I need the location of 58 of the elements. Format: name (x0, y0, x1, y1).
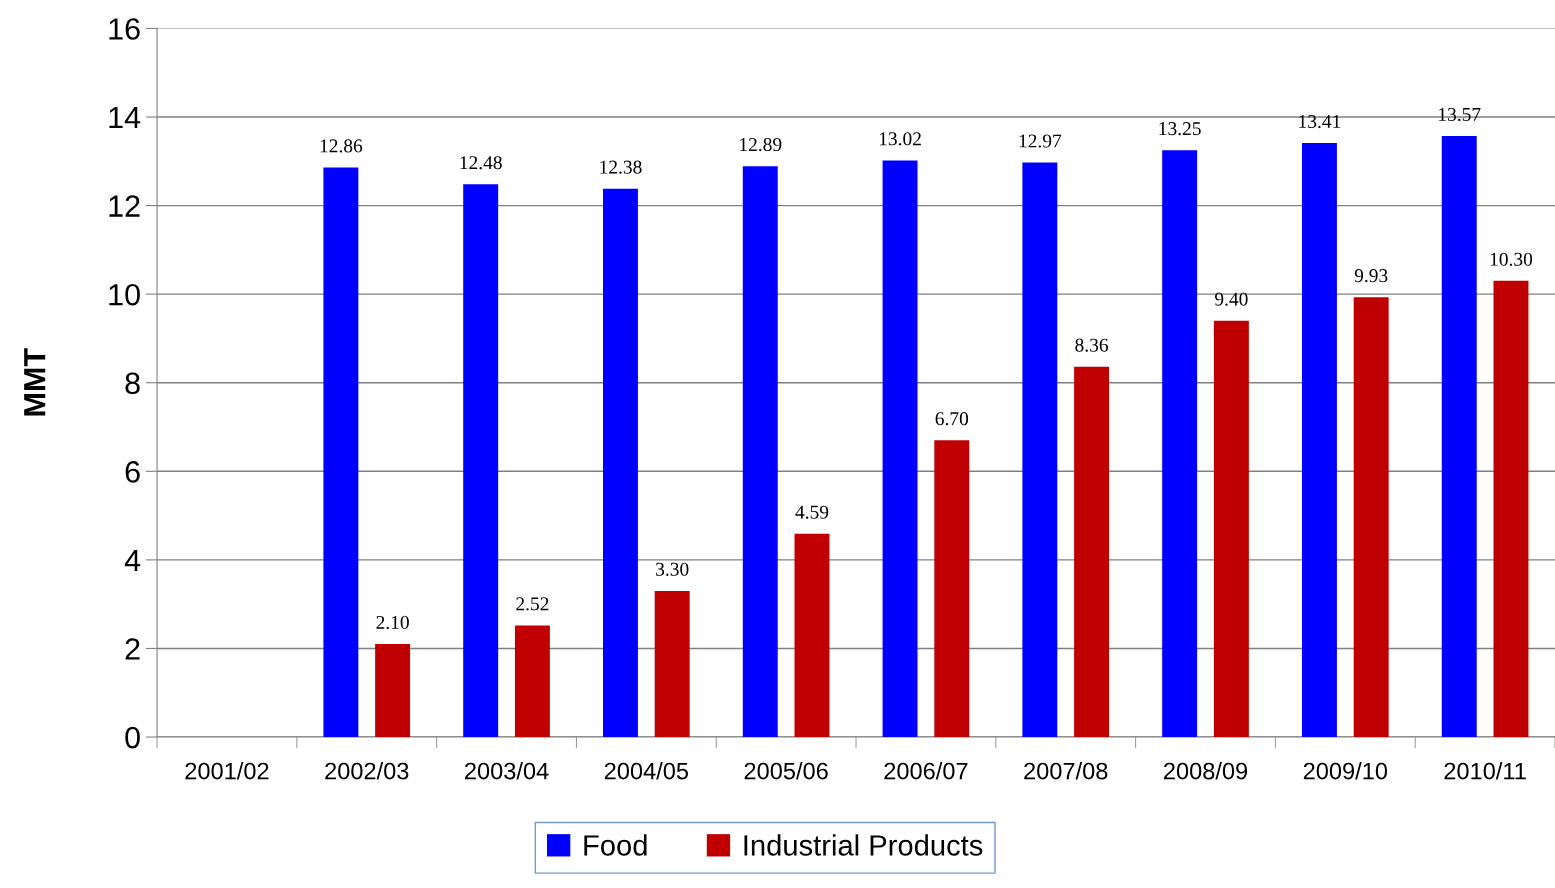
x-tick-label: 2007/08 (1024, 762, 1108, 780)
y-tick-label: 4 (124, 549, 141, 571)
y-tick-label: 10 (109, 283, 140, 306)
data-label: 12.38 (600, 160, 642, 174)
bar (742, 166, 778, 738)
bar (1493, 280, 1529, 738)
data-label: 10.30 (1490, 252, 1533, 266)
bar (1441, 136, 1477, 738)
data-label: 8.36 (1075, 338, 1109, 352)
data-label: 12.48 (460, 156, 502, 170)
data-label: 4.59 (795, 505, 829, 519)
data-label: 12.86 (320, 139, 363, 153)
x-tick-label: 2004/05 (604, 762, 689, 780)
data-label: 12.97 (1019, 134, 1062, 148)
y-tick-label: 0 (125, 726, 140, 749)
data-label: 2.52 (516, 597, 549, 611)
y-tick-label: 2 (125, 638, 140, 660)
x-tick-label: 2005/06 (744, 762, 828, 780)
data-label: 3.30 (656, 562, 689, 576)
data-label: 12.89 (740, 137, 782, 152)
bar (375, 644, 411, 738)
y-tick-label: 16 (109, 18, 140, 40)
x-tick-label: 2003/04 (465, 762, 549, 780)
data-label: 13.41 (1299, 115, 1341, 129)
x-tick-label: 2006/07 (884, 762, 968, 780)
data-label: 2.10 (376, 615, 409, 630)
x-tick-label: 2008/09 (1164, 762, 1248, 780)
bar (1213, 320, 1249, 738)
y-tick-label: 8 (125, 372, 140, 395)
bar (323, 167, 359, 738)
bar (1301, 143, 1337, 738)
bar (1022, 162, 1058, 738)
x-tick-label: 2009/10 (1303, 762, 1388, 780)
x-tick-label: 2010/11 (1444, 762, 1526, 780)
bar (882, 160, 918, 738)
x-tick-label: 2002/03 (325, 762, 409, 780)
data-label: 9.93 (1354, 269, 1388, 283)
data-label: 9.40 (1214, 292, 1248, 306)
bar (1353, 297, 1389, 738)
bar (514, 625, 550, 738)
legend-label: Food (584, 834, 647, 856)
data-label: 13.02 (879, 132, 921, 146)
data-label: 6.70 (935, 412, 969, 426)
y-tick-label: 6 (125, 461, 140, 483)
y-tick-label: 14 (109, 107, 141, 129)
bar (463, 184, 499, 738)
legend-label: Industrial Products (744, 834, 983, 856)
bar (654, 590, 690, 738)
data-label: 13.25 (1159, 122, 1201, 136)
bar (1162, 150, 1198, 738)
x-tick-label: 2001/02 (185, 762, 269, 780)
bar (934, 440, 970, 738)
bar (1074, 366, 1110, 738)
bar (794, 533, 830, 738)
y-tick-label: 12 (109, 195, 140, 217)
data-label: 13.57 (1439, 107, 1481, 122)
bar (603, 188, 638, 738)
y-axis-title: MMT (24, 348, 46, 416)
